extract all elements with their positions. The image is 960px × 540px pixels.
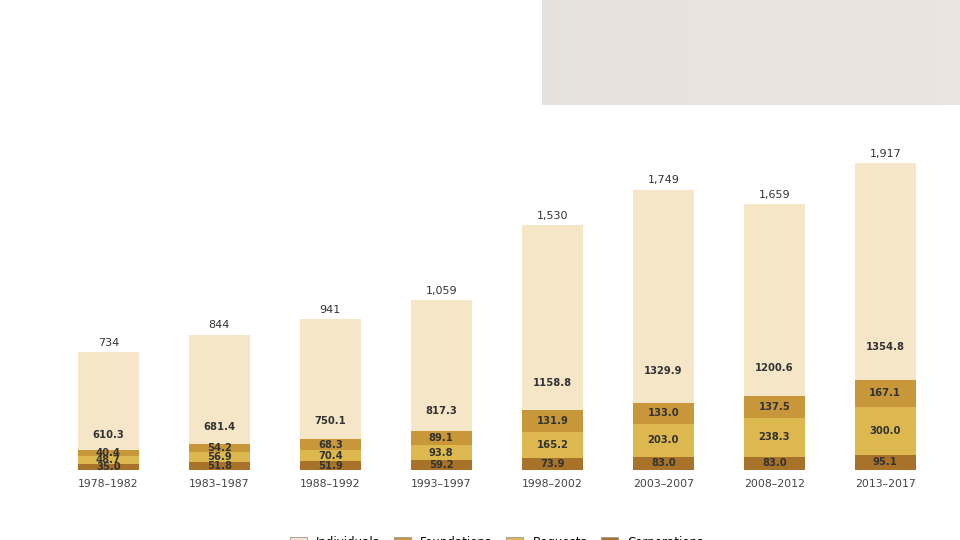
Text: 1200.6: 1200.6 [755,362,794,373]
Text: 844: 844 [208,320,230,330]
Bar [918,0,939,105]
Text: 22: 22 [12,116,31,130]
Bar [189,444,250,453]
Bar [411,431,471,445]
Bar [522,458,583,470]
Bar [876,0,898,105]
Bar [411,300,471,431]
Text: 89.1: 89.1 [429,433,454,443]
Bar [854,163,916,380]
Bar [939,0,960,105]
Bar [633,456,694,470]
Text: 1,659: 1,659 [758,190,790,200]
Text: 1,530: 1,530 [537,211,568,220]
Bar [667,0,688,105]
Bar [78,450,139,456]
Bar [898,0,918,105]
Text: Total giving by source in five-year spans, 1978–2017: Total giving by source in five-year span… [17,16,444,33]
Text: 48.7: 48.7 [96,455,121,465]
Bar [744,204,804,396]
Text: 95.1: 95.1 [873,457,898,467]
Text: 734: 734 [98,338,119,348]
Text: 300.0: 300.0 [870,426,901,436]
Bar [709,0,731,105]
Text: 93.8: 93.8 [429,448,454,458]
Bar [300,440,361,450]
Text: 238.3: 238.3 [758,433,790,442]
Bar [688,0,709,105]
Bar [626,0,647,105]
Text: 167.1: 167.1 [870,388,901,398]
Text: 1158.8: 1158.8 [533,377,572,388]
Text: 137.5: 137.5 [758,402,790,413]
Text: 610.3: 610.3 [92,430,124,440]
Text: 1,059: 1,059 [425,286,457,296]
Text: (in billions of inflation-adjusted dollars, 2017 = $100): (in billions of inflation-adjusted dolla… [17,49,452,65]
Bar [189,335,250,444]
Bar [78,456,139,464]
Bar [564,0,584,105]
Bar [744,396,804,419]
Bar [300,319,361,440]
Text: 1329.9: 1329.9 [644,366,683,376]
Bar [744,456,804,470]
Bar [731,0,751,105]
Text: 59.2: 59.2 [429,460,454,470]
Text: 68.3: 68.3 [318,440,343,450]
Bar [854,455,916,470]
Bar [814,0,834,105]
Text: 1,917: 1,917 [870,148,901,159]
Text: 70.4: 70.4 [318,451,343,461]
Bar [772,0,793,105]
Bar [300,450,361,462]
Bar [522,431,583,458]
Bar [189,462,250,470]
Text: 131.9: 131.9 [537,416,568,426]
Bar [633,190,694,403]
Bar [605,0,626,105]
Text: 40.4: 40.4 [96,448,121,458]
Bar [835,0,855,105]
Bar [752,0,772,105]
Bar [411,446,471,460]
Bar [522,225,583,410]
Text: 941: 941 [320,305,341,315]
Text: 681.4: 681.4 [204,422,235,433]
Bar [522,410,583,431]
Text: 83.0: 83.0 [651,458,676,468]
Text: 203.0: 203.0 [648,435,679,445]
Text: 56.9: 56.9 [207,452,231,462]
Bar [189,453,250,462]
Bar [744,418,804,456]
Text: 54.2: 54.2 [206,443,231,453]
Text: 73.9: 73.9 [540,459,564,469]
Bar [854,380,916,407]
Text: 750.1: 750.1 [315,416,347,426]
Bar [793,0,814,105]
Text: 133.0: 133.0 [647,408,679,418]
Text: 51.8: 51.8 [206,461,231,471]
Bar [647,0,667,105]
Bar [855,0,876,105]
Bar [542,0,564,105]
Text: 51.9: 51.9 [318,461,343,471]
Bar [854,407,916,455]
Text: 1,749: 1,749 [647,176,680,186]
Bar [633,424,694,456]
Bar [411,460,471,470]
Bar [584,0,605,105]
Bar [300,462,361,470]
Bar [78,352,139,450]
Bar [78,464,139,470]
Text: 165.2: 165.2 [537,440,568,450]
Text: 35.0: 35.0 [96,462,121,472]
Text: 1354.8: 1354.8 [866,342,904,352]
Bar [633,403,694,424]
Text: 83.0: 83.0 [762,458,786,468]
Legend: Individuals, Foundations, Bequests, Corporations: Individuals, Foundations, Bequests, Corp… [285,531,708,540]
Text: 817.3: 817.3 [425,407,457,416]
